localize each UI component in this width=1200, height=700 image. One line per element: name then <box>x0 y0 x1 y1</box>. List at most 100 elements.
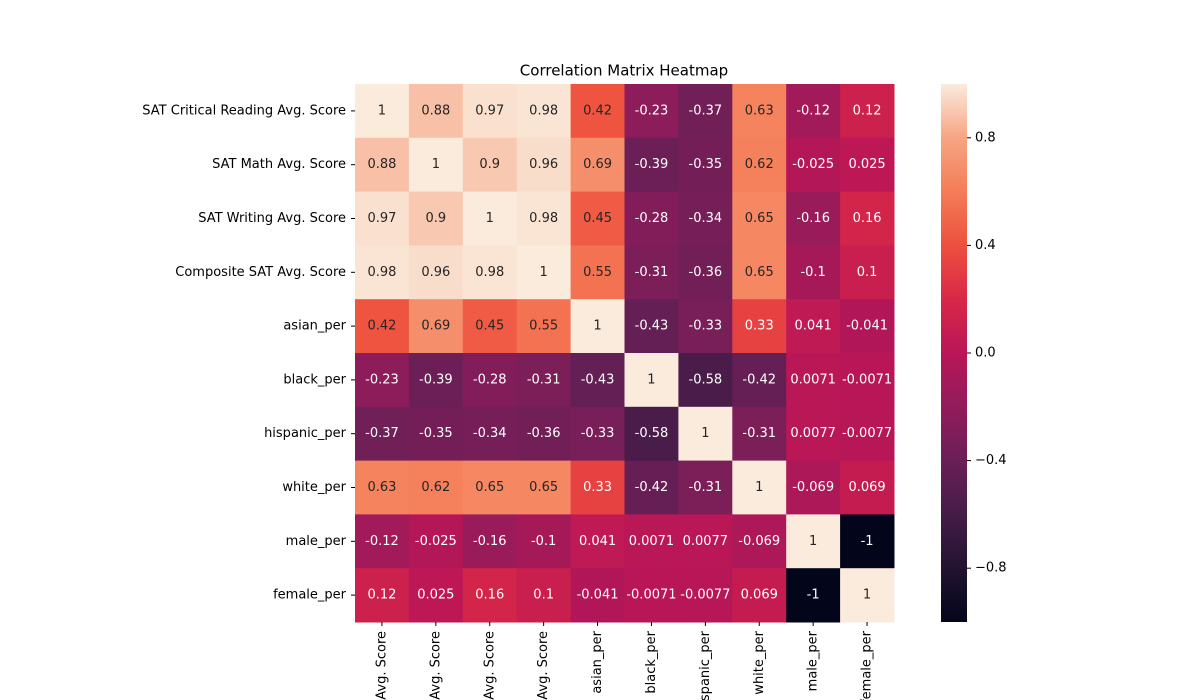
cell-label: 1 <box>540 265 548 280</box>
y-tick-label: SAT Critical Reading Avg. Score <box>142 103 346 118</box>
cell-label: -0.39 <box>419 372 453 387</box>
heatmap-cell <box>570 84 625 139</box>
heatmap-cell <box>516 514 572 569</box>
heatmap-cell <box>570 137 625 193</box>
heatmap-cell <box>678 568 733 623</box>
cell-label: 0.1 <box>857 265 878 280</box>
x-tick-label: SAT Math Avg. Score <box>428 631 443 700</box>
heatmap-cell <box>678 460 733 515</box>
heatmap-cell <box>408 84 464 139</box>
cell-label: -0.42 <box>635 480 669 495</box>
cell-label: 0.069 <box>848 480 885 495</box>
cell-label: 0.65 <box>745 211 774 226</box>
colorbar-tick-label: 0.0 <box>975 346 996 361</box>
cell-label: 0.69 <box>583 157 612 172</box>
cell-label: -0.35 <box>689 157 723 172</box>
heatmap-cell <box>840 514 895 569</box>
cell-label: 0.98 <box>529 103 558 118</box>
cell-label: 0.97 <box>367 211 396 226</box>
heatmap-cell <box>678 353 733 408</box>
heatmap-cell <box>840 137 895 193</box>
heatmap-cell <box>840 191 895 246</box>
heatmap-cell <box>624 514 679 569</box>
heatmap-cell <box>516 191 572 246</box>
heatmap-cell <box>408 191 464 246</box>
heatmap-cell <box>516 137 572 193</box>
cell-label: -0.28 <box>635 211 669 226</box>
heatmap-cell <box>624 245 679 300</box>
heatmap-cell <box>355 84 410 139</box>
cell-label: 1 <box>701 426 709 441</box>
cell-label: -0.37 <box>365 426 399 441</box>
heatmap-cell <box>462 137 518 193</box>
heatmap-cell <box>732 191 787 246</box>
heatmap-cell <box>732 299 787 354</box>
cell-label: 0.041 <box>579 534 616 549</box>
heatmap-cell <box>355 353 410 408</box>
heatmap-cell <box>462 406 518 462</box>
heatmap-cell <box>732 137 787 193</box>
heatmap-cell <box>408 406 464 462</box>
heatmap-cell <box>786 514 841 569</box>
heatmap-cell <box>786 353 841 408</box>
cell-label: 0.0071 <box>629 534 675 549</box>
cell-label: -0.42 <box>742 372 776 387</box>
cell-label: -0.069 <box>792 480 834 495</box>
cell-label: -0.34 <box>689 211 723 226</box>
y-tick-label: black_per <box>283 372 346 387</box>
heatmap-cell <box>462 191 518 246</box>
cell-label: -0.58 <box>689 372 723 387</box>
cell-label: -0.16 <box>796 211 830 226</box>
cell-label: 0.63 <box>745 103 774 118</box>
x-tick-label: SAT Critical Reading Avg. Score <box>374 631 389 700</box>
heatmap-cell <box>408 514 464 569</box>
cell-label: -0.43 <box>635 319 669 334</box>
cell-label: 0.12 <box>853 103 882 118</box>
cell-label: -0.1 <box>800 265 825 280</box>
heatmap-cell <box>408 299 464 354</box>
heatmap-cell <box>732 514 787 569</box>
heatmap-cell <box>786 191 841 246</box>
x-tick-label: male_per <box>806 630 821 691</box>
heatmap-cell <box>624 353 679 408</box>
cell-label: 1 <box>647 372 655 387</box>
chart-title: Correlation Matrix Heatmap <box>520 62 728 80</box>
cell-label: 0.98 <box>475 265 504 280</box>
cell-label: -0.025 <box>415 534 457 549</box>
heatmap-cell <box>516 245 572 300</box>
heatmap-cell <box>624 84 679 139</box>
cell-label: -0.12 <box>796 103 830 118</box>
heatmap-cell <box>840 460 895 515</box>
cell-label: -0.33 <box>689 319 723 334</box>
cell-label: 0.16 <box>853 211 882 226</box>
heatmap-cell <box>408 137 464 193</box>
cell-label: 0.96 <box>421 265 450 280</box>
cell-label: -0.39 <box>635 157 669 172</box>
cell-label: 0.1 <box>533 588 554 603</box>
heatmap-cell <box>516 406 572 462</box>
cell-label: 0.42 <box>583 103 612 118</box>
heatmap-cell <box>462 353 518 408</box>
cell-label: -0.31 <box>527 372 561 387</box>
heatmap-cell <box>678 245 733 300</box>
heatmap-cell <box>516 84 572 139</box>
heatmap-cell <box>570 245 625 300</box>
cell-label: -0.069 <box>738 534 780 549</box>
cell-label: 0.55 <box>529 319 558 334</box>
cell-label: 0.33 <box>583 480 612 495</box>
heatmap-cell <box>570 514 625 569</box>
cell-label: 0.33 <box>745 319 774 334</box>
x-tick-label: hispanic_per <box>698 630 713 700</box>
colorbar-tick-label: −0.8 <box>975 561 1007 576</box>
cell-label: 0.98 <box>367 265 396 280</box>
heatmap-cell <box>624 406 679 462</box>
cell-label: 0.45 <box>583 211 612 226</box>
heatmap-cell <box>732 568 787 623</box>
y-tick-label: SAT Writing Avg. Score <box>198 211 346 226</box>
heatmap-cell <box>570 568 625 623</box>
heatmap-cell <box>355 137 410 193</box>
colorbar-tick-label: 0.8 <box>975 130 996 145</box>
heatmap-cell <box>678 191 733 246</box>
